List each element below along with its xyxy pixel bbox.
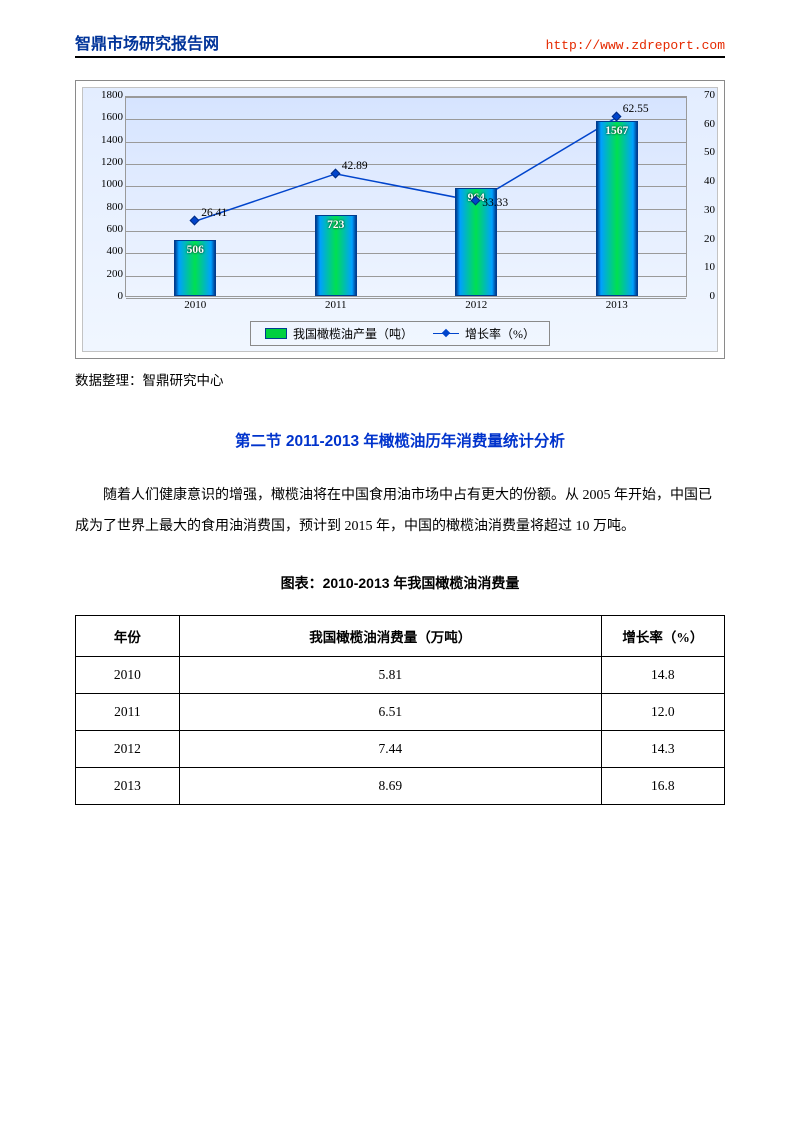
y-left-tick: 200 bbox=[87, 268, 123, 280]
consumption-table: 年份 我国橄榄油消费量（万吨） 增长率（%） 20105.8114.820116… bbox=[75, 615, 725, 805]
table-cell: 5.81 bbox=[179, 656, 601, 693]
line-value-label: 26.41 bbox=[201, 207, 227, 219]
y-left-tick: 1400 bbox=[87, 134, 123, 146]
y-left-tick: 0 bbox=[87, 290, 123, 302]
table-cell: 2013 bbox=[76, 767, 180, 804]
y-right-tick: 50 bbox=[691, 146, 715, 158]
header-title: 智鼎市场研究报告网 bbox=[75, 30, 219, 54]
chart-source: 数据整理：智鼎研究中心 bbox=[75, 369, 725, 389]
table-cell: 8.69 bbox=[179, 767, 601, 804]
bar-value-label: 1567 bbox=[597, 125, 637, 137]
col-volume: 我国橄榄油消费量（万吨） bbox=[179, 615, 601, 656]
y-left-tick: 1800 bbox=[87, 89, 123, 101]
table-cell: 16.8 bbox=[601, 767, 724, 804]
y-right-tick: 30 bbox=[691, 204, 715, 216]
y-right-tick: 70 bbox=[691, 89, 715, 101]
y-left-tick: 1000 bbox=[87, 178, 123, 190]
y-left-tick: 1200 bbox=[87, 156, 123, 168]
chart-legend: 我国橄榄油产量（吨） 增长率（%） bbox=[83, 319, 717, 347]
table-title: 图表：2010-2013 年我国橄榄油消费量 bbox=[75, 573, 725, 593]
legend-line-label: 增长率（%） bbox=[465, 325, 535, 342]
table-row: 20138.6916.8 bbox=[76, 767, 725, 804]
y-right-tick: 0 bbox=[691, 290, 715, 302]
y-right-tick: 20 bbox=[691, 233, 715, 245]
y-left-tick: 1600 bbox=[87, 111, 123, 123]
page-header: 智鼎市场研究报告网 http://www.zdreport.com bbox=[75, 30, 725, 58]
chart-frame: 我国橄榄油产量（吨） 增长率（%） 0200400600800100012001… bbox=[75, 80, 725, 359]
section-title: 第二节 2011-2013 年橄榄油历年消费量统计分析 bbox=[75, 429, 725, 451]
legend-bar-swatch bbox=[265, 328, 287, 339]
table-cell: 12.0 bbox=[601, 693, 724, 730]
legend-bar-label: 我国橄榄油产量（吨） bbox=[293, 325, 413, 342]
table-cell: 2012 bbox=[76, 730, 180, 767]
production-chart: 我国橄榄油产量（吨） 增长率（%） 0200400600800100012001… bbox=[82, 87, 718, 352]
table-cell: 14.3 bbox=[601, 730, 724, 767]
col-year: 年份 bbox=[76, 615, 180, 656]
line-value-label: 62.55 bbox=[623, 103, 649, 115]
table-cell: 14.8 bbox=[601, 656, 724, 693]
y-right-tick: 60 bbox=[691, 118, 715, 130]
legend-line: 增长率（%） bbox=[433, 325, 535, 342]
bar: 1567 bbox=[596, 121, 638, 296]
body-paragraph: 随着人们健康意识的增强，橄榄油将在中国食用油市场中占有更大的份额。从 2005 … bbox=[75, 481, 725, 543]
bar: 506 bbox=[174, 240, 216, 297]
y-left-tick: 800 bbox=[87, 201, 123, 213]
bar-value-label: 723 bbox=[316, 219, 356, 231]
header-url: http://www.zdreport.com bbox=[546, 38, 725, 53]
legend-line-swatch bbox=[433, 333, 459, 334]
line-value-label: 42.89 bbox=[342, 160, 368, 172]
line-value-label: 33.33 bbox=[482, 197, 508, 209]
x-tick: 2013 bbox=[587, 299, 647, 311]
table-row: 20105.8114.8 bbox=[76, 656, 725, 693]
x-tick: 2012 bbox=[446, 299, 506, 311]
y-left-tick: 400 bbox=[87, 245, 123, 257]
y-right-tick: 40 bbox=[691, 175, 715, 187]
table-cell: 2010 bbox=[76, 656, 180, 693]
table-cell: 6.51 bbox=[179, 693, 601, 730]
table-cell: 2011 bbox=[76, 693, 180, 730]
table-row: 20116.5112.0 bbox=[76, 693, 725, 730]
y-left-tick: 600 bbox=[87, 223, 123, 235]
bar-value-label: 506 bbox=[175, 244, 215, 256]
col-growth: 增长率（%） bbox=[601, 615, 724, 656]
bar: 723 bbox=[315, 215, 357, 296]
x-tick: 2010 bbox=[165, 299, 225, 311]
legend-bar: 我国橄榄油产量（吨） bbox=[265, 325, 413, 342]
table-cell: 7.44 bbox=[179, 730, 601, 767]
x-tick: 2011 bbox=[306, 299, 366, 311]
y-right-tick: 10 bbox=[691, 261, 715, 273]
table-row: 20127.4414.3 bbox=[76, 730, 725, 767]
